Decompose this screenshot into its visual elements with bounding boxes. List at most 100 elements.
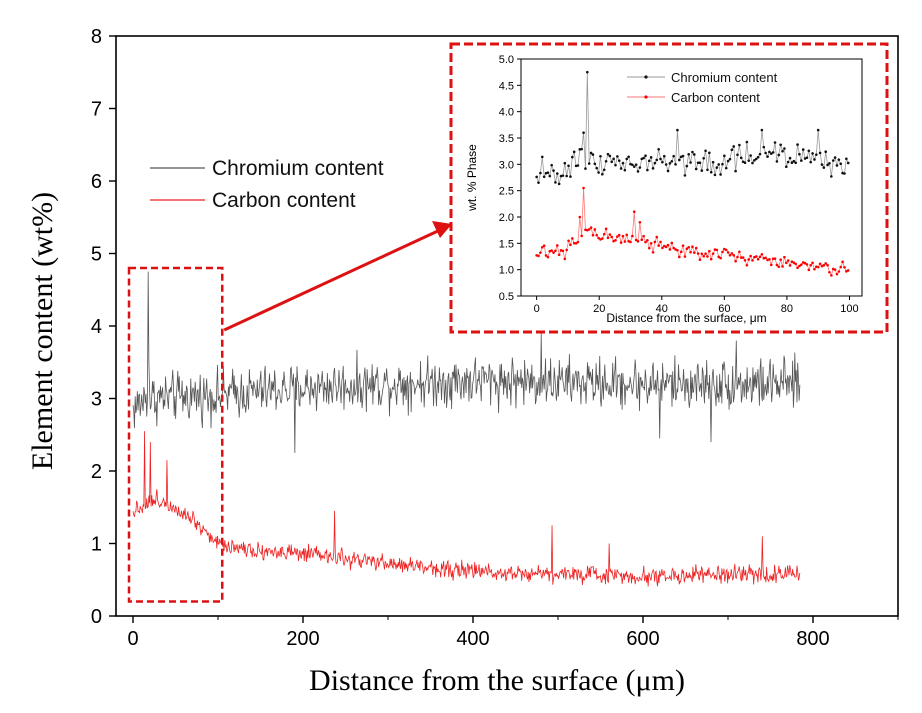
inset-y-tick-label: 3.5 xyxy=(499,133,514,145)
inset-point-chromium xyxy=(751,161,754,165)
inset-point-chromium xyxy=(623,168,627,172)
inset-point-carbon xyxy=(572,241,576,245)
inset-point-carbon xyxy=(777,265,781,269)
inset-x-tick-label: 20 xyxy=(593,303,605,315)
inset-point-chromium xyxy=(593,162,597,166)
inset-point-chromium xyxy=(822,166,826,169)
inset-point-chromium xyxy=(805,156,809,160)
inset-plot-frame xyxy=(520,58,863,297)
inset-point-carbon xyxy=(678,255,681,259)
inset-point-carbon xyxy=(672,246,675,250)
inset-point-chromium xyxy=(602,168,606,172)
inset-point-carbon xyxy=(642,234,645,238)
inset-point-carbon xyxy=(653,240,657,244)
inset-point-carbon xyxy=(813,267,816,271)
inset-point-chromium xyxy=(747,159,751,162)
inset-point-carbon xyxy=(830,274,833,277)
inset-point-chromium xyxy=(762,145,766,149)
inset-point-carbon xyxy=(784,261,788,265)
inset-point-chromium xyxy=(569,175,572,178)
inset-point-chromium xyxy=(636,170,640,173)
series-line-carbon xyxy=(132,431,801,587)
inset-point-carbon xyxy=(837,270,841,273)
inset-point-carbon xyxy=(555,244,559,247)
inset-point-chromium xyxy=(734,169,737,173)
inset-point-carbon xyxy=(571,237,574,240)
inset-point-chromium xyxy=(730,148,734,152)
x-tick-label: 200 xyxy=(286,628,319,650)
inset-legend-label: Chromium content xyxy=(671,70,778,85)
inset-point-carbon xyxy=(670,241,674,245)
inset-point-carbon xyxy=(550,249,553,252)
inset-y-tick-label: 5.0 xyxy=(499,54,514,66)
zoom-arrow-head xyxy=(432,221,452,238)
inset-point-chromium xyxy=(561,174,565,177)
inset-point-carbon xyxy=(696,252,700,255)
inset-point-carbon xyxy=(800,263,803,266)
inset-x-tick-label: 0 xyxy=(534,303,540,315)
inset-point-carbon xyxy=(738,250,741,254)
inset-point-chromium xyxy=(743,161,747,165)
inset-point-carbon xyxy=(747,258,751,261)
inset-point-chromium xyxy=(601,172,604,176)
inset-point-chromium xyxy=(646,168,649,172)
y-tick-label: 7 xyxy=(91,99,102,121)
inset-point-carbon xyxy=(649,242,653,245)
inset-point-carbon xyxy=(846,269,850,272)
inset-point-carbon xyxy=(644,240,647,244)
inset-point-chromium xyxy=(537,181,540,184)
inset-legend-marker xyxy=(644,95,648,99)
inset-point-chromium xyxy=(792,159,796,163)
inset-point-chromium xyxy=(809,160,812,164)
inset-point-chromium xyxy=(766,155,769,158)
inset-point-chromium xyxy=(696,161,700,165)
inset-point-carbon xyxy=(715,248,719,252)
inset-point-chromium xyxy=(843,172,846,175)
inset-point-carbon xyxy=(751,259,754,262)
inset-point-carbon xyxy=(734,259,737,263)
inset-point-carbon xyxy=(786,259,790,262)
y-tick-label: 2 xyxy=(91,461,102,483)
legend-label: Carbon content xyxy=(212,189,356,212)
inset-point-carbon xyxy=(646,238,649,242)
inset-point-chromium xyxy=(627,155,630,159)
inset-point-carbon xyxy=(783,255,786,259)
inset-point-carbon xyxy=(561,249,565,253)
inset-point-carbon xyxy=(781,265,784,268)
inset-point-chromium xyxy=(736,153,739,157)
inset-point-chromium xyxy=(835,164,839,167)
inset-point-carbon xyxy=(666,243,670,247)
inset-point-carbon xyxy=(554,249,557,253)
inset-point-chromium xyxy=(664,163,668,166)
inset-point-chromium xyxy=(589,151,593,155)
inset-point-chromium xyxy=(651,167,655,170)
inset-point-chromium xyxy=(621,161,625,165)
inset-point-carbon xyxy=(694,246,698,250)
inset-point-chromium xyxy=(828,161,831,165)
inset-point-carbon xyxy=(569,243,572,247)
highlight-box xyxy=(127,266,224,603)
legend-label: Chromium content xyxy=(212,157,384,180)
inset-point-chromium xyxy=(661,160,664,164)
inset-point-chromium xyxy=(818,151,822,155)
inset-point-chromium xyxy=(739,156,743,160)
inset-point-chromium xyxy=(700,169,704,172)
inset-point-chromium xyxy=(668,162,672,165)
inset-point-chromium xyxy=(653,161,657,165)
inset-point-chromium xyxy=(801,148,805,151)
inset-point-chromium xyxy=(638,166,642,169)
inset-point-chromium xyxy=(794,161,797,165)
inset-point-carbon xyxy=(546,255,550,259)
inset-point-chromium xyxy=(754,157,758,161)
inset-point-carbon xyxy=(818,262,822,266)
inset-point-carbon xyxy=(591,233,595,237)
inset-point-chromium xyxy=(608,154,612,158)
inset-point-chromium xyxy=(625,157,629,161)
series-line-chromium xyxy=(132,271,801,453)
inset-point-carbon xyxy=(704,252,707,255)
inset-y-tick-label: 2.5 xyxy=(499,186,514,198)
x-tick-label: 0 xyxy=(127,628,138,650)
inset-point-chromium xyxy=(584,167,587,170)
inset-point-carbon xyxy=(664,245,668,249)
